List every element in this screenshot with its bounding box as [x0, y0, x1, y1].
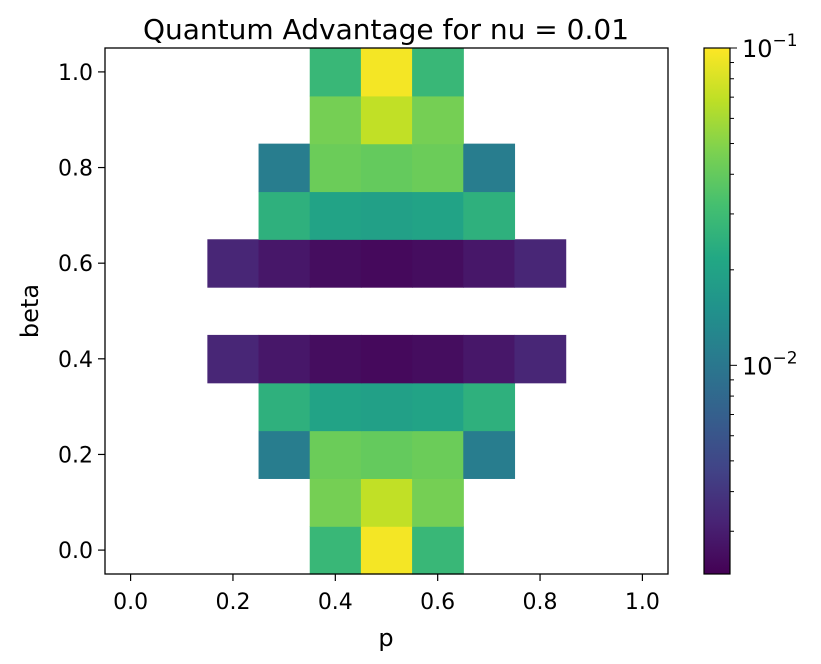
heatmap-cell [258, 382, 311, 432]
y-axis-ticks: 0.0 0.2 0.4 0.6 0.8 1.0 [58, 61, 105, 564]
x-tick-label: 0.6 [420, 590, 455, 615]
heatmap-cell [360, 48, 413, 97]
heatmap-cell [309, 143, 362, 193]
x-tick-label: 0.2 [215, 590, 250, 615]
heatmap-cell [463, 382, 516, 432]
heatmap-cell [360, 95, 413, 145]
heatmap-cell [309, 526, 362, 575]
heatmap-cell [412, 143, 464, 193]
x-tick-label: 0.8 [523, 590, 558, 615]
heatmap-cell [360, 191, 413, 240]
heatmap-cell [309, 382, 362, 432]
colorbar-tick-label: 10−2 [742, 348, 798, 380]
y-tick-label: 0.0 [58, 539, 93, 564]
heatmap-cell [309, 239, 362, 288]
x-axis-ticks: 0.0 0.2 0.4 0.6 0.8 1.0 [113, 574, 660, 615]
heatmap-cell [309, 478, 362, 527]
heatmap-cell [412, 95, 464, 145]
heatmap-cell [463, 430, 516, 479]
y-tick-label: 0.6 [58, 252, 93, 277]
x-axis-label: p [378, 624, 393, 652]
heatmap-cell [412, 191, 464, 240]
colorbar-ticks: 10−2 10−1 [730, 31, 798, 532]
heatmap-cell [463, 334, 516, 384]
heatmap-cell [309, 48, 362, 97]
heatmap-cell [207, 334, 260, 384]
heatmap-cell [258, 239, 311, 288]
heatmap-cell [514, 239, 567, 288]
heatmap-cell [463, 239, 516, 288]
colorbar [703, 47, 731, 575]
heatmap-cell [258, 334, 311, 384]
heatmap-cell [207, 239, 260, 288]
heatmap-cell [412, 48, 464, 97]
x-tick-label: 1.0 [625, 590, 660, 615]
x-tick-label: 0.0 [113, 590, 148, 615]
heatmap-cell [360, 430, 413, 479]
chart-title: Quantum Advantage for nu = 0.01 [143, 13, 629, 46]
heatmap-cell [412, 478, 464, 527]
heatmap-cell [360, 239, 413, 288]
heatmap-cell [258, 143, 311, 193]
heatmap-cell [412, 239, 464, 288]
heatmap-cell [360, 382, 413, 432]
heatmap-cell [309, 191, 362, 240]
heatmap-cell [463, 143, 516, 193]
heatmap-cell [412, 430, 464, 479]
heatmap-cell [309, 95, 362, 145]
heatmap-cell [309, 430, 362, 479]
heatmap-cell [360, 143, 413, 193]
x-tick-label: 0.4 [318, 590, 353, 615]
heatmap-cell [360, 334, 413, 384]
y-tick-label: 0.4 [58, 348, 93, 373]
heatmap-cell [412, 334, 464, 384]
heatmap-cell [514, 334, 567, 384]
plot-frame [104, 47, 669, 575]
heatmap-cell [360, 478, 413, 527]
heatmap-cell [412, 382, 464, 432]
heatmap-cell [309, 334, 362, 384]
heatmap-cell [258, 191, 311, 240]
y-tick-label: 0.8 [58, 157, 93, 182]
heatmap-cell [360, 526, 413, 575]
heatmap-cell [412, 526, 464, 575]
y-tick-label: 1.0 [58, 61, 93, 86]
colorbar-tick-label: 10−1 [742, 31, 798, 63]
heatmap-cell [463, 191, 516, 240]
heatmap-cell [258, 430, 311, 479]
y-tick-label: 0.2 [58, 443, 93, 468]
heatmap-cells [207, 48, 567, 575]
y-axis-label: beta [16, 284, 44, 338]
